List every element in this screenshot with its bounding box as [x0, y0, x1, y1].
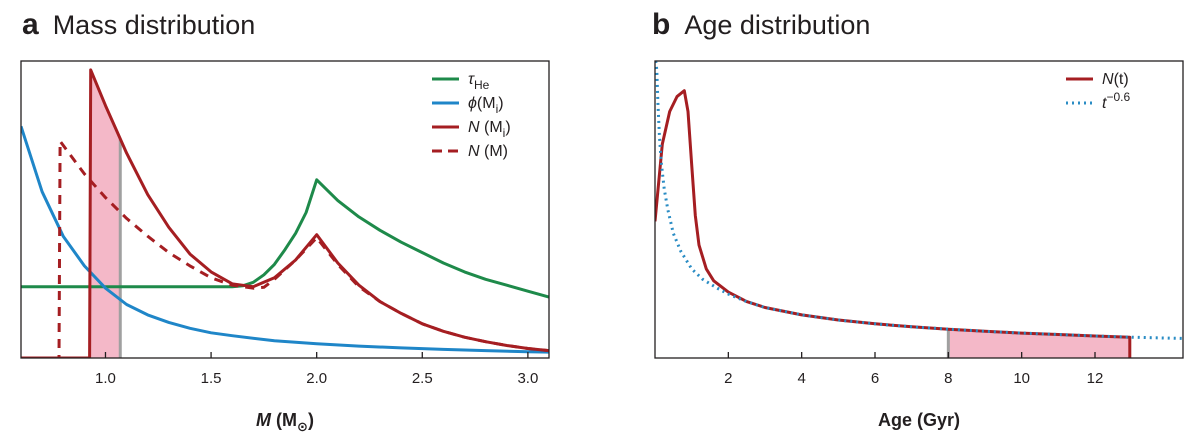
- mass-legend-label-NM: N (M): [468, 143, 508, 160]
- age-distribution-chart: 2 4 6 8 10 12 Age (Gyr) N(t) t−0.6: [654, 60, 1184, 430]
- mass-x-tick-label: 2.5: [412, 370, 433, 387]
- mass-x-tick-label: 1.0: [95, 370, 116, 387]
- mass-x-axis-label: M (M⊙): [256, 410, 314, 434]
- age-x-tick-label: 2: [724, 370, 732, 387]
- mass-series-NMi: [21, 68, 549, 358]
- mass-x-tick-label: 2.0: [306, 370, 327, 387]
- age-series-Nt: [655, 89, 1132, 358]
- mass-legend-label-phi: ϕ(Mi): [468, 95, 504, 116]
- panel-b-title-text: Age distribution: [684, 10, 871, 40]
- mass-series-phi: [21, 125, 549, 354]
- mass-shaded-region: [90, 69, 121, 358]
- mass-legend-label-NMi: N (Mi): [468, 119, 511, 140]
- age-x-tick-label: 10: [1013, 370, 1030, 387]
- mass-axes-frame: [20, 60, 550, 359]
- age-plot-area: [655, 61, 1183, 358]
- age-x-tick-label: 6: [871, 370, 879, 387]
- age-legend-label-pow: t−0.6: [1102, 90, 1130, 112]
- panel-a-title-text: Mass distribution: [52, 10, 256, 40]
- panel-b-letter: b: [652, 8, 671, 41]
- panel-b-title: b Age distribution: [652, 8, 870, 42]
- mass-series-tau: [21, 178, 549, 299]
- mass-x-tick-label: 1.5: [201, 370, 222, 387]
- age-x-axis-label: Age (Gyr): [878, 410, 960, 430]
- mass-series-NM: [21, 139, 549, 358]
- age-x-tick-label: 8: [944, 370, 952, 387]
- panel-a-title: a Mass distribution: [22, 8, 255, 42]
- panel-a-letter: a: [22, 8, 39, 41]
- mass-distribution-chart: 1.0 1.5 2.0 2.5 3.0 M (M⊙) τHe ϕ(Mi) N (Mi) N (M): [20, 60, 550, 434]
- age-x-tick-label: 12: [1087, 370, 1104, 387]
- mass-plot-area: [21, 68, 549, 358]
- age-x-tick-label: 4: [797, 370, 805, 387]
- mass-x-tick-label: 3.0: [517, 370, 538, 387]
- mass-legend-label-tau: τHe: [468, 71, 490, 92]
- age-axes-frame: [654, 60, 1184, 359]
- age-legend-label-Nt: N(t): [1102, 71, 1129, 88]
